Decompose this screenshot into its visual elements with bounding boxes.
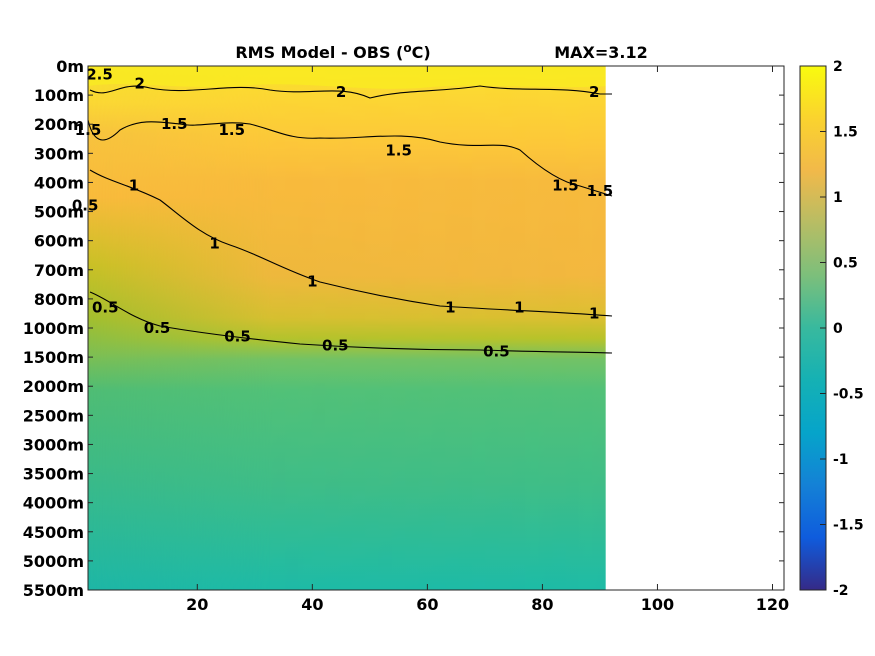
colorbar-tick-label: -1.5 [833,518,864,534]
y-tick-label: 4500m [23,523,84,542]
chart-title-text: RMS Model - OBS [235,43,390,62]
contour-label: 0.5 [483,342,510,360]
y-tick-label: 2500m [23,406,84,425]
y-tick-label: 3000m [23,435,84,454]
chart-title-unit-prefix: ( [396,43,403,62]
colorbar-tick-label: -1 [833,452,849,468]
y-axis: 0m 100m 200m 300m 400m 500m 600m 700m 800m 1000m 1… [23,57,784,600]
x-tick-label: 60 [416,595,438,614]
contour-1 [89,169,613,317]
x-tick-label: 100 [641,595,674,614]
contour-0-5 [89,291,613,354]
colorbar-tick-label: 1.5 [833,125,858,141]
x-tick-label: 20 [186,595,208,614]
contour-label: 1 [445,299,455,317]
x-tick-label: 40 [301,595,323,614]
contour-label: 1 [514,299,524,317]
contour-label: 2 [336,83,346,101]
contour-label: 1.5 [552,176,579,194]
x-axis: 20 40 60 80 100 120 [186,66,789,614]
contour-label: 1 [129,176,139,194]
contour-label: 1 [589,304,599,322]
max-label: MAX=3.12 [554,43,648,62]
contour-label: 1.5 [161,115,188,133]
y-tick-label: 600m [34,232,84,251]
y-tick-label: 300m [34,144,84,163]
colorbar-ticks: 2 1.5 1 0.5 0 -0.5 -1 -1.5 -2 [820,59,864,599]
chart-title-unit-suffix: C) [412,43,431,62]
colorbar-tick-label: 0 [833,321,843,337]
colorbar-tick-label: 2 [833,59,843,75]
y-tick-label: 800m [34,290,84,309]
contour-1-5 [87,119,613,197]
y-tick-label: 700m [34,261,84,280]
y-tick-label: 100m [34,86,84,105]
y-tick-label: 3500m [23,465,84,484]
x-tick-label: 80 [531,595,553,614]
y-tick-label: 500m [34,203,84,222]
y-tick-label: 4000m [23,494,84,513]
contour-2 [89,85,612,99]
contour-label: 2 [589,83,599,101]
y-tick-label: 200m [34,115,84,134]
axes: 0m 100m 200m 300m 400m 500m 600m 700m 800m 1000m 1… [23,57,789,614]
colorbar-tick-label: -0.5 [833,387,864,403]
y-tick-label: 5000m [23,552,84,571]
contour-label: 2.5 [86,66,113,84]
heatmap-field [88,66,784,590]
contour-label: 0.5 [322,336,349,354]
chart-title: RMS Model - OBS (oC) [235,41,430,62]
y-tick-label: 0m [56,57,84,76]
contour-lines [87,85,613,354]
contour-label: 2 [135,74,145,92]
contour-label: 1.5 [587,182,614,200]
colorbar-tick-label: -2 [833,583,849,599]
colorbar-tick-label: 0.5 [833,256,858,272]
y-tick-label: 5500m [23,581,84,600]
chart-title-unit-sup: o [403,41,411,55]
contour-label: 0.5 [92,299,119,317]
y-tick-label: 2000m [23,377,84,396]
contour-label: 0.5 [224,328,251,346]
contour-label: 1.5 [385,141,412,159]
no-data-region [605,66,784,590]
y-tick-label: 1000m [23,319,84,338]
contour-label: 1.5 [219,121,246,139]
contour-label: 1 [209,235,219,253]
x-tick-label: 120 [756,595,789,614]
y-tick-label: 1500m [23,348,84,367]
contour-label: 0.5 [72,197,99,215]
y-tick-label: 400m [34,173,84,192]
contour-label: 1 [307,272,317,290]
contour-label: 0.5 [144,319,171,337]
colorbar: 2 1.5 1 0.5 0 -0.5 -1 -1.5 -2 [799,59,864,599]
colorbar-tick-label: 1 [833,190,843,206]
